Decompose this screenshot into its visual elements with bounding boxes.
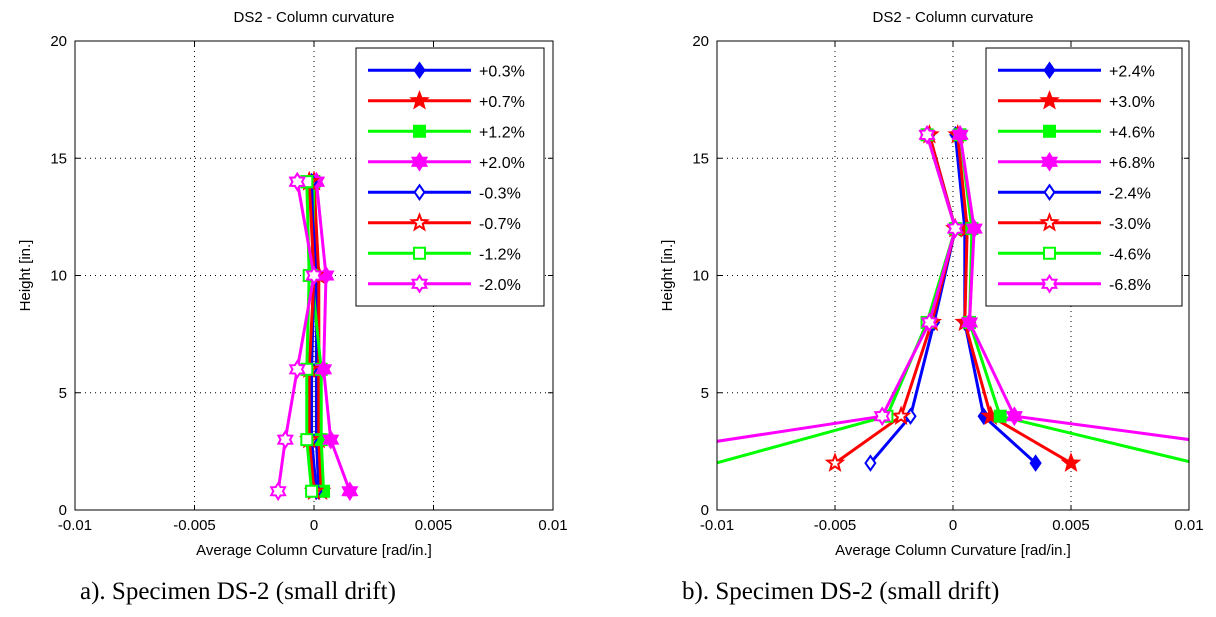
y-tick-label: 10 — [692, 268, 709, 285]
y-tick-label: 15 — [50, 150, 67, 167]
y-tick-label: 5 — [701, 385, 709, 402]
x-tick-label: 0.005 — [1052, 517, 1090, 534]
legend-box — [985, 47, 1183, 307]
legend-marker — [409, 211, 430, 232]
legend-label: -4.6% — [1109, 246, 1151, 263]
legend-label: +2.0% — [479, 155, 525, 172]
legend-marker — [413, 246, 426, 260]
legend-marker — [413, 124, 426, 138]
legend-label: +2.4% — [1109, 63, 1155, 80]
x-tick-label: -0.005 — [814, 517, 857, 534]
series-+6.8% — [951, 124, 1189, 442]
data-point — [824, 452, 846, 472]
data-point — [946, 218, 964, 239]
y-tick-label: 20 — [50, 33, 67, 50]
caption-a: a). Specimen DS-2 (small drift) — [80, 578, 396, 605]
x-axis-label: Average Column Curvature [rad/in.] — [835, 542, 1071, 559]
y-tick-label: 10 — [50, 268, 67, 285]
legend-marker — [1039, 211, 1060, 232]
legend-marker — [413, 183, 426, 201]
x-tick-label: -0.01 — [700, 517, 734, 534]
legend-label: +3.0% — [1109, 94, 1155, 111]
x-tick-label: 0 — [310, 517, 318, 534]
series--6.8% — [717, 124, 964, 443]
data-point — [960, 312, 979, 333]
data-point — [314, 359, 333, 380]
legend-label: -0.3% — [479, 185, 521, 202]
legend-marker — [1040, 273, 1059, 294]
data-point — [322, 429, 340, 450]
x-tick-label: 0 — [949, 517, 957, 534]
data-point — [300, 433, 314, 447]
y-tick-label: 20 — [692, 33, 709, 50]
legend-marker — [410, 273, 429, 294]
data-point — [1005, 406, 1023, 427]
x-tick-label: 0.01 — [1174, 517, 1203, 534]
legend-label: -2.0% — [479, 277, 521, 294]
legend-label: +1.2% — [479, 124, 525, 141]
x-axis-label: Average Column Curvature [rad/in.] — [196, 542, 432, 559]
legend-label: +6.8% — [1109, 155, 1155, 172]
data-point — [305, 265, 323, 286]
legend-box — [355, 47, 545, 307]
data-point — [890, 405, 912, 425]
legend-marker — [413, 61, 426, 79]
y-tick-label: 5 — [59, 385, 67, 402]
y-tick-label: 15 — [692, 150, 709, 167]
y-axis-label: Height [in.] — [659, 240, 676, 312]
data-point — [305, 484, 319, 498]
legend-marker — [1040, 151, 1059, 172]
data-point — [288, 171, 306, 192]
y-tick-label: 0 — [59, 502, 67, 519]
data-point — [1029, 454, 1042, 472]
series--2.0% — [269, 171, 323, 502]
y-tick-label: 0 — [701, 502, 709, 519]
data-point — [341, 481, 359, 502]
data-point — [965, 218, 983, 239]
legend-label: -2.4% — [1109, 185, 1151, 202]
y-axis-label: Height [in.] — [17, 240, 34, 312]
x-tick-label: 0.01 — [538, 517, 567, 534]
x-tick-label: -0.005 — [173, 517, 216, 534]
legend-marker — [1039, 89, 1060, 110]
caption-b: b). Specimen DS-2 (small drift) — [682, 578, 1000, 605]
legend-label: -1.2% — [479, 246, 521, 263]
legend-label: +4.6% — [1109, 124, 1155, 141]
chart-title: DS2 - Column curvature — [234, 9, 395, 26]
chart-panel-b: -0.01 -0.005 0 0.005 0.01 0 5 10 15 20 DS2 - Colum… — [659, 9, 1204, 559]
legend-label: +0.3% — [479, 63, 525, 80]
data-point — [864, 454, 877, 472]
data-point — [951, 124, 969, 145]
data-point — [269, 481, 287, 502]
x-tick-label: -0.01 — [58, 517, 92, 534]
data-point — [920, 312, 938, 333]
legend-label: +0.7% — [479, 94, 525, 111]
legend: +2.4% +3.0% +4.6% +6.8% -2.4% -3.0% -4.6% -6.8% — [985, 47, 1183, 307]
chart-panel-a: -0.01 -0.005 0 0.005 0.01 0 5 10 15 20 DS2 - Colum… — [17, 9, 568, 559]
legend-label: -6.8% — [1109, 277, 1151, 294]
legend-marker — [1043, 246, 1056, 260]
x-tick-label: 0.005 — [415, 517, 453, 534]
legend-marker — [409, 89, 430, 110]
legend-marker — [1043, 124, 1056, 138]
legend-label: -0.7% — [479, 216, 521, 233]
chart-title: DS2 - Column curvature — [873, 9, 1034, 26]
legend-label: -3.0% — [1109, 216, 1151, 233]
legend-marker — [1043, 183, 1056, 201]
data-point — [993, 409, 1007, 423]
legend-marker — [410, 151, 429, 172]
data-point — [918, 124, 936, 145]
legend-marker — [1043, 61, 1056, 79]
data-point — [1060, 452, 1082, 472]
data-point — [288, 359, 306, 380]
data-point — [276, 429, 294, 450]
legend: +0.3% +0.7% +1.2% +2.0% -0.3% -0.7% -1.2% -2.0% — [355, 47, 545, 307]
data-point — [873, 406, 891, 427]
